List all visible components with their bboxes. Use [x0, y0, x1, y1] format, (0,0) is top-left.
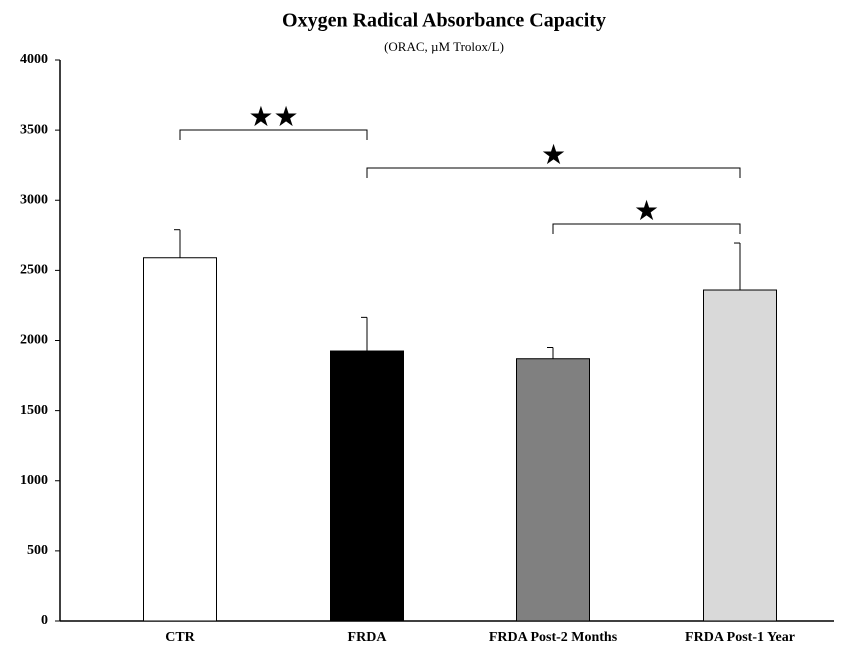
x-tick-label: FRDA — [348, 630, 388, 645]
bar — [516, 358, 590, 622]
y-tick-label: 1000 — [20, 473, 48, 488]
x-tick-label: CTR — [165, 630, 195, 645]
x-tick-label: FRDA Post-2 Months — [489, 630, 618, 645]
bar — [330, 350, 404, 622]
y-tick-label: 2500 — [20, 263, 48, 278]
significance-label: ★ — [634, 194, 659, 227]
chart-title: Oxygen Radical Absorbance Capacity — [282, 10, 606, 32]
y-tick-label: 3500 — [20, 122, 48, 137]
y-tick-label: 1500 — [20, 403, 48, 418]
significance-bracket — [179, 129, 368, 140]
significance-label: ★★ — [248, 100, 298, 133]
significance-bracket — [366, 167, 741, 178]
chart-subtitle: (ORAC, µM Trolox/L) — [384, 39, 504, 54]
y-tick-label: 4000 — [20, 52, 48, 67]
y-tick-label: 2000 — [20, 333, 48, 348]
y-tick-label: 0 — [41, 613, 48, 628]
bar — [143, 257, 217, 622]
y-tick-label: 3000 — [20, 192, 48, 207]
bar — [703, 289, 777, 622]
x-tick-label: FRDA Post-1 Year — [685, 630, 795, 645]
y-tick-label: 500 — [27, 543, 48, 558]
significance-label: ★ — [541, 138, 566, 171]
significance-bracket — [552, 223, 741, 234]
